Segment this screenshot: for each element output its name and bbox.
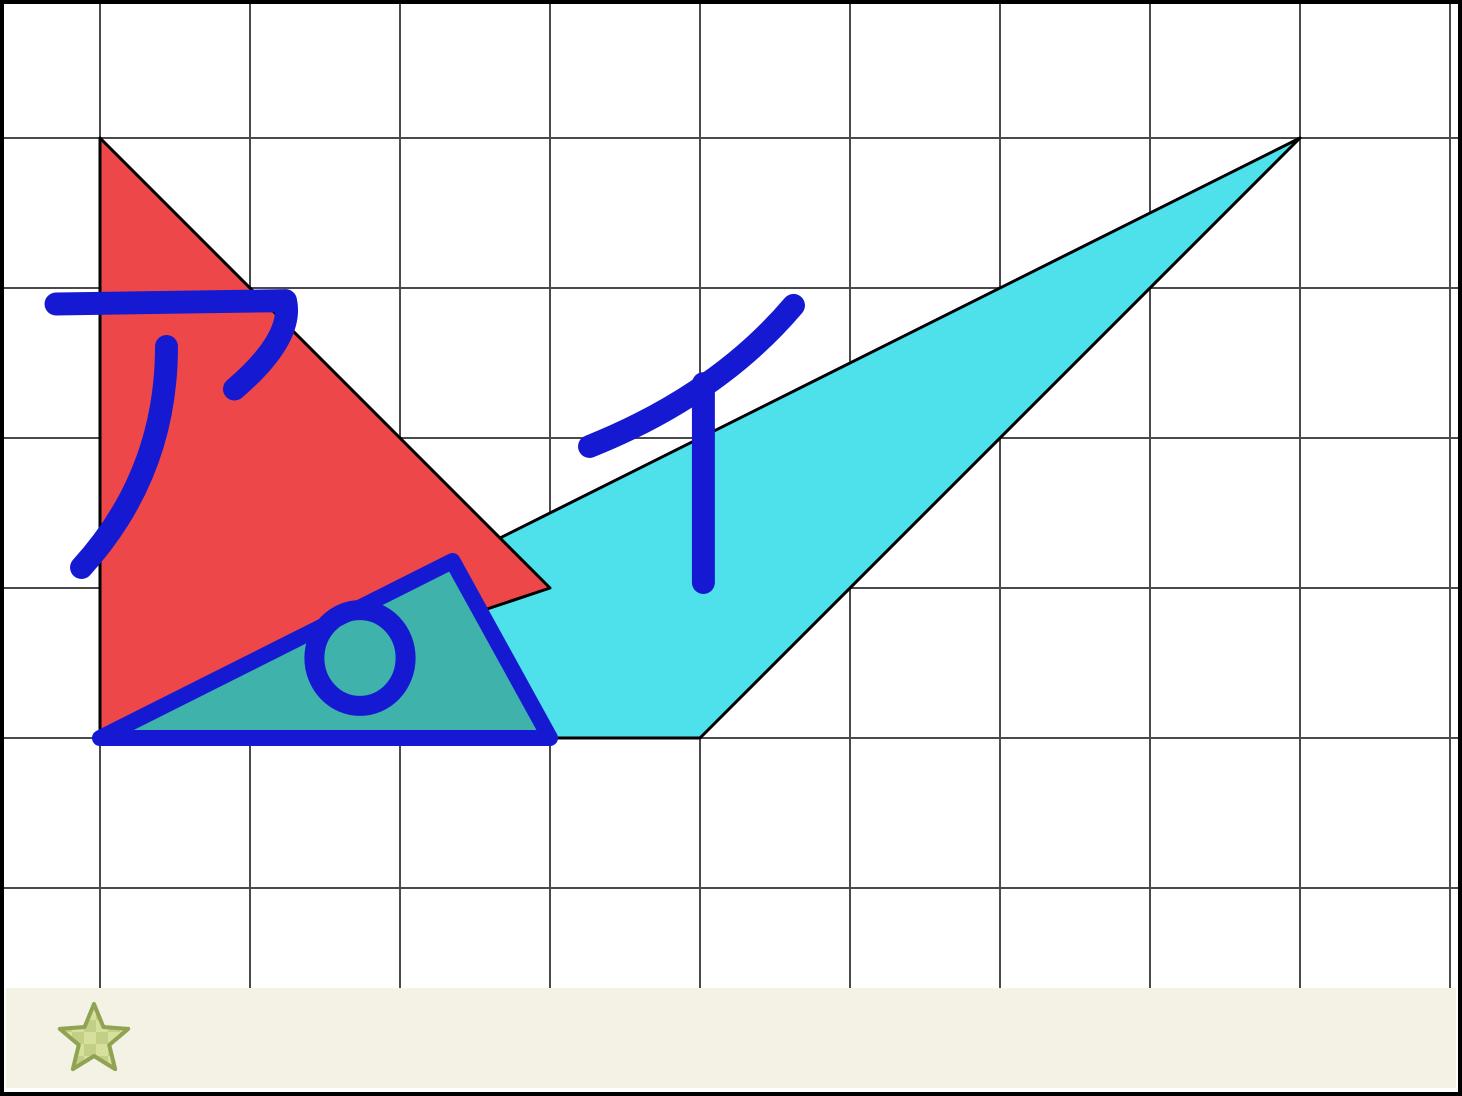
footer-band <box>6 988 1456 1088</box>
diagram-svg <box>0 0 1462 1096</box>
diagram-frame <box>0 0 1462 1096</box>
